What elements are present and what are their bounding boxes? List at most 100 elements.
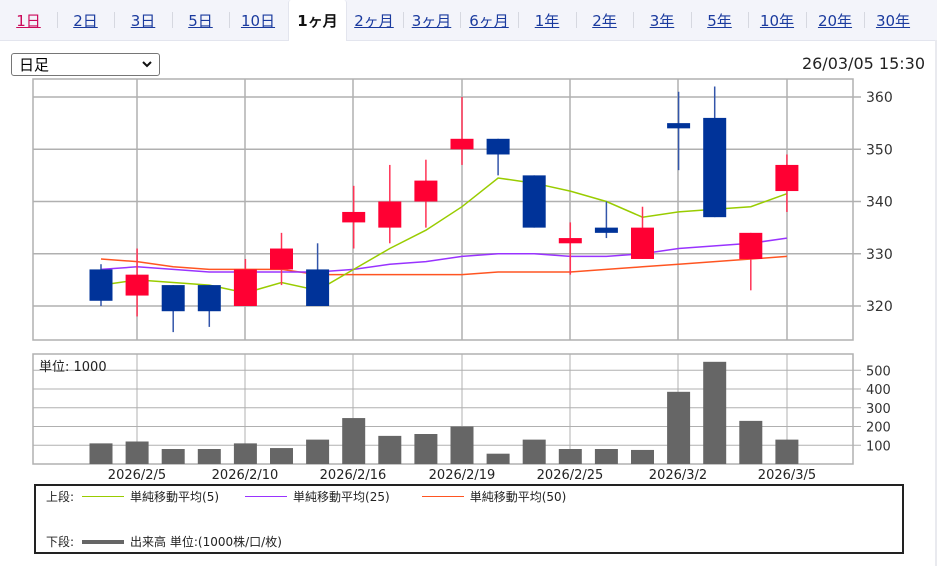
tab-3ヶ月[interactable]: 3ヶ月 [411,11,452,30]
tab-separator [633,12,634,28]
tab-2ヶ月[interactable]: 2ヶ月 [354,11,394,30]
legend-lower-label: 下段: [46,535,75,549]
candle-up [558,238,582,244]
volume-bar [522,439,546,464]
volume-bar [378,435,402,464]
tab-separator [691,12,692,28]
stock-chart: 320 330 340 350 360 100 200 300 400 500 単位: 1000 20… [32,78,893,483]
tab-separator [403,12,404,28]
volume-bar [594,449,618,464]
tab-10年[interactable]: 10年 [759,11,795,30]
legend-ma5-label: 単純移動平均(5) [130,490,220,504]
volume-tick-label: 500 [866,364,891,379]
tab-1日[interactable]: 1日 [16,11,41,30]
legend-item-ma5: 単純移動平均(5) [74,488,219,505]
legend-item-volume: 出来高 単位:(1000株/口/枚) [74,533,282,550]
tab-3年[interactable]: 3年 [649,11,675,30]
tab-5日[interactable]: 5日 [188,11,213,30]
ma25-line [100,237,788,273]
volume-tick-label: 400 [866,383,891,398]
candle-up [270,248,293,270]
tab-6ヶ月[interactable]: 6ヶ月 [469,11,509,30]
tab-separator [806,12,807,28]
tab-separator [864,12,865,28]
tab-10日[interactable]: 10日 [240,11,276,30]
tab-2年[interactable]: 2年 [592,11,617,30]
legend-item-ma50: 単純移動平均(50) [408,488,566,505]
candle-up [739,232,763,259]
candle-down [703,117,727,218]
tab-separator [748,12,749,28]
tab-1年[interactable]: 1年 [534,11,560,30]
candle-up [631,227,654,259]
volume-tick-label: 100 [866,439,891,454]
candle-down [486,138,510,155]
tab-separator [172,12,173,28]
candle-down [522,175,546,228]
price-tick-label: 360 [866,90,893,106]
volume-bar [739,420,763,464]
ma5-swatch [82,496,125,497]
tab-separator [57,12,58,28]
volume-bar [125,441,149,464]
volume-bar [775,439,799,464]
candle-down [197,285,221,312]
candle-up [378,201,402,228]
x-tick-label: 2026/2/16 [320,468,387,483]
tab-2日[interactable]: 2日 [73,11,98,30]
price-tick-label: 320 [866,299,893,315]
tab-separator [460,12,461,28]
tab-separator [114,12,115,28]
volume-bar [703,361,727,464]
ma25-swatch [245,496,288,497]
x-tick-label: 2026/3/2 [649,468,707,483]
last-updated-timestamp: 26/03/05 15:30 [801,54,925,73]
tab-30年[interactable]: 30年 [875,11,911,30]
candle-down [667,123,691,129]
legend-volume-label: 出来高 単位:(1000株/口/枚) [130,535,282,549]
candle-down [89,269,113,301]
period-type-value: 日足 [19,56,50,74]
tab-separator [229,12,230,28]
x-tick-label: 2026/2/5 [108,468,166,483]
candle-up [414,180,438,202]
legend-item-ma25: 単純移動平均(25) [237,488,390,505]
candle-down [594,227,618,233]
chevron-down-icon [142,61,152,68]
tab-5年[interactable]: 5年 [707,11,732,30]
volume-bar [631,449,654,464]
x-tick-label: 2026/2/19 [429,468,496,483]
tab-separator [518,12,519,28]
volume-bar [197,449,221,464]
candle-up [342,211,366,223]
ma50-line [100,255,787,276]
tab-20年[interactable]: 20年 [817,11,853,30]
candle-up [125,274,149,296]
tab-3日[interactable]: 3日 [130,11,156,30]
x-tick-label: 2026/2/25 [537,468,604,483]
period-type-select[interactable]: 日足 [11,53,160,76]
chart-legend: 上段: 単純移動平均(5) 単純移動平均(25) 単純移動平均(50) 下段: … [34,484,904,554]
volume-bar [89,443,113,464]
candle-up [233,269,257,306]
volume-bar [558,449,582,464]
x-tick-label: 2026/3/5 [758,468,816,483]
volume-bar [342,418,366,464]
candle-up [775,164,799,192]
tab-1ヶ月[interactable]: 1ヶ月 [288,0,347,41]
volume-bar [667,391,691,464]
volume-bar [450,426,474,464]
legend-upper-label: 上段: [46,490,75,504]
volume-bar [233,443,257,464]
volume-bar [306,439,330,464]
x-tick-label: 2026/2/10 [212,468,279,483]
candle-down [161,285,185,312]
volume-bar [486,453,510,464]
price-panel [32,78,854,341]
price-tick-label: 330 [866,247,893,263]
volume-tick-label: 300 [866,402,891,417]
period-tabs: 1日 2日 3日 5日 10日 1ヶ月 2ヶ月 3ヶ月 6ヶ月 1年 2年 3年 5年 10年 20年 30年 [0,0,937,41]
panel-edge [935,40,937,566]
volume-unit-label: 単位: 1000 [39,359,107,375]
candle-up [450,138,474,150]
